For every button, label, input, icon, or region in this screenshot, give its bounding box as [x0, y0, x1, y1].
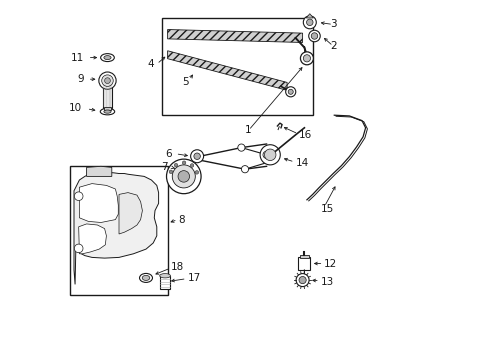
Bar: [298, 257, 310, 270]
Text: 8: 8: [178, 215, 185, 225]
Circle shape: [104, 78, 110, 84]
Circle shape: [238, 144, 245, 151]
Circle shape: [303, 16, 316, 29]
Bar: [162, 18, 314, 115]
Text: 1: 1: [245, 125, 252, 135]
Circle shape: [178, 171, 190, 182]
Ellipse shape: [142, 275, 150, 280]
Circle shape: [99, 72, 116, 89]
Polygon shape: [168, 51, 287, 90]
Polygon shape: [74, 172, 159, 284]
Polygon shape: [306, 14, 314, 18]
Text: 3: 3: [330, 19, 337, 30]
Circle shape: [169, 170, 172, 174]
Circle shape: [167, 159, 201, 194]
Text: 12: 12: [324, 258, 338, 269]
Circle shape: [263, 151, 270, 158]
Ellipse shape: [160, 274, 171, 278]
Circle shape: [102, 75, 113, 86]
Circle shape: [191, 150, 204, 163]
Circle shape: [288, 89, 293, 94]
Circle shape: [265, 149, 276, 161]
Circle shape: [74, 192, 83, 201]
Circle shape: [174, 163, 178, 167]
Ellipse shape: [104, 56, 111, 60]
Text: 16: 16: [299, 130, 312, 140]
Circle shape: [182, 161, 186, 165]
Text: 18: 18: [171, 262, 184, 272]
Polygon shape: [79, 184, 118, 222]
Circle shape: [260, 145, 280, 165]
Circle shape: [286, 87, 296, 97]
Polygon shape: [79, 224, 106, 254]
Circle shape: [242, 166, 248, 173]
Text: 4: 4: [147, 59, 154, 69]
Text: 7: 7: [161, 162, 168, 172]
Circle shape: [299, 276, 306, 284]
Ellipse shape: [104, 110, 111, 113]
Ellipse shape: [140, 274, 152, 282]
Circle shape: [190, 164, 194, 167]
Circle shape: [74, 244, 83, 253]
Circle shape: [307, 19, 313, 26]
Circle shape: [303, 55, 311, 62]
Polygon shape: [119, 193, 143, 234]
Bar: [104, 107, 111, 110]
Circle shape: [195, 171, 198, 174]
Polygon shape: [87, 166, 112, 176]
Bar: [71, 166, 168, 295]
Bar: [160, 276, 171, 289]
Text: 2: 2: [330, 41, 337, 51]
Bar: [300, 255, 309, 258]
Circle shape: [194, 153, 200, 159]
Text: 11: 11: [71, 53, 84, 63]
Text: 6: 6: [165, 149, 172, 159]
Circle shape: [309, 30, 320, 42]
Text: 13: 13: [320, 276, 334, 287]
Ellipse shape: [100, 54, 114, 62]
Bar: [103, 82, 112, 108]
Text: 17: 17: [187, 273, 200, 283]
Text: 15: 15: [320, 204, 334, 214]
Circle shape: [296, 274, 309, 287]
Polygon shape: [168, 30, 303, 42]
Text: 14: 14: [295, 158, 309, 168]
Circle shape: [300, 52, 314, 65]
Text: 10: 10: [69, 103, 82, 113]
Text: 9: 9: [77, 74, 84, 84]
Text: 5: 5: [182, 77, 189, 87]
Circle shape: [311, 33, 318, 39]
Ellipse shape: [100, 108, 115, 115]
Circle shape: [172, 165, 196, 188]
